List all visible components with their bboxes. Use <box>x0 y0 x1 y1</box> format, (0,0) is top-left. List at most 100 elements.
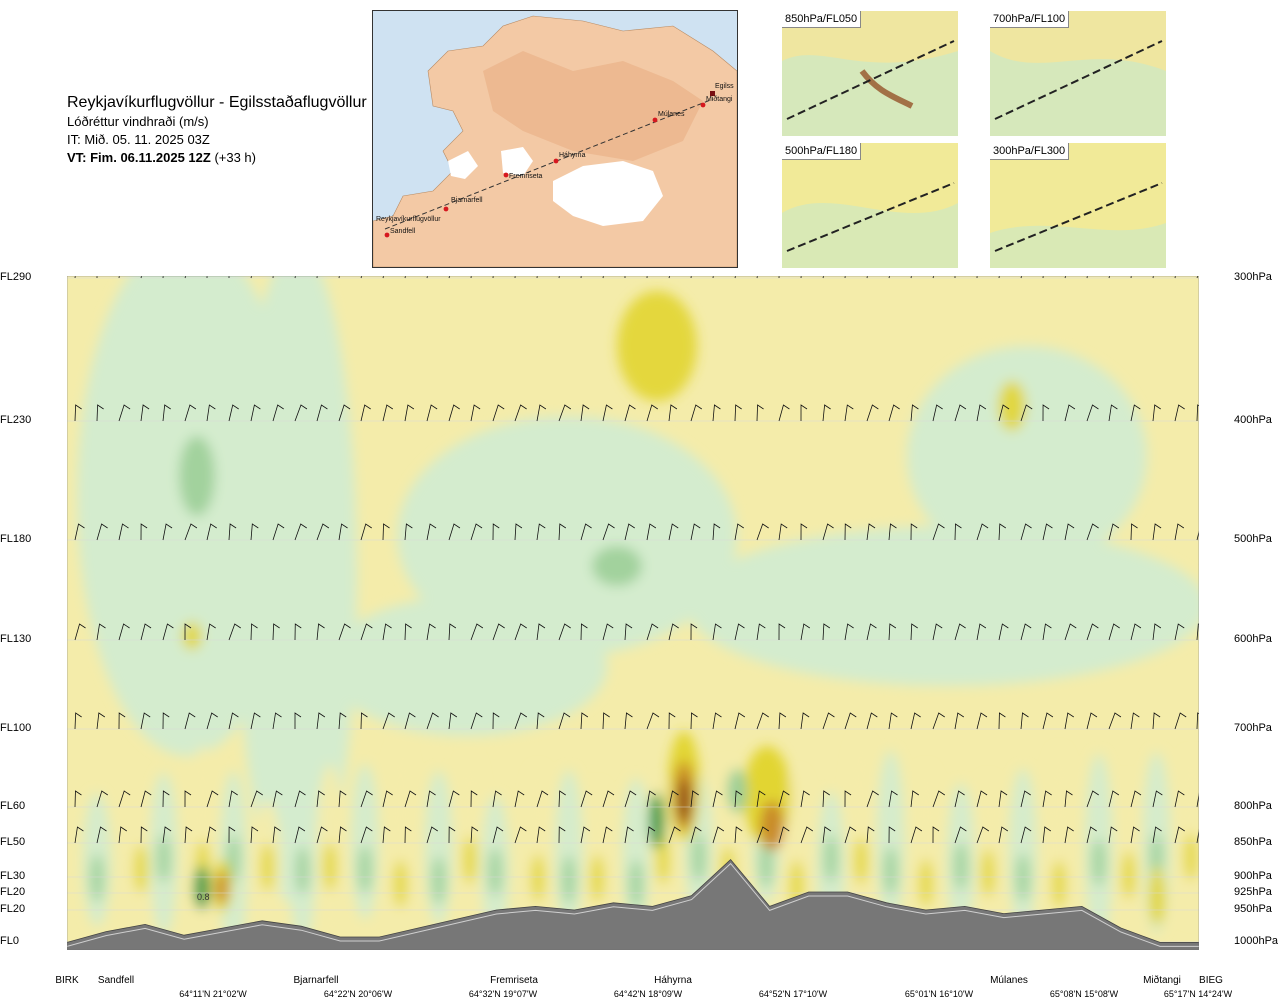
wind-barb <box>778 712 787 730</box>
wind-barb <box>338 523 348 541</box>
field-contour <box>1184 832 1199 881</box>
map-label-mulanes: Múlanes <box>658 111 685 118</box>
wind-barb <box>646 826 656 844</box>
wind-barb <box>360 623 373 641</box>
wind-barb <box>74 623 86 641</box>
wind-barb <box>866 523 876 541</box>
wind-barb <box>1086 623 1099 641</box>
wind-barb <box>1064 712 1074 730</box>
field-contour <box>907 346 1147 566</box>
wind-barb <box>272 623 280 641</box>
route-map-svg: Reykjavíkurflugvöllur Sandfell Bjarnarfe… <box>373 15 737 267</box>
wind-barb <box>404 790 417 808</box>
wind-barb <box>536 623 546 641</box>
wind-barb <box>822 790 830 808</box>
wind-barb <box>822 623 831 641</box>
field-contour <box>1091 838 1106 887</box>
wind-barb <box>272 712 282 730</box>
wind-barb <box>822 404 831 422</box>
thumbnail-300[interactable]: 300hPa/FL300 <box>990 143 1166 268</box>
thumbnail-500-label: 500hPa/FL180 <box>782 143 862 160</box>
route-map[interactable]: Reykjavíkurflugvöllur Sandfell Bjarnarfe… <box>372 10 738 268</box>
wind-barb <box>888 826 896 844</box>
wind-barb <box>536 404 547 422</box>
wind-barb <box>316 826 328 844</box>
wind-barb <box>492 623 505 641</box>
wind-barb <box>1042 790 1052 808</box>
wind-barb <box>844 404 854 422</box>
wind-barb <box>250 790 263 808</box>
wind-barb <box>1064 790 1073 808</box>
wind-barb <box>712 790 723 808</box>
wind-barb <box>910 790 920 808</box>
coordinate-label: 64°42'N 18°09'W <box>613 989 683 999</box>
coordinate-label: 65°01'N 16°10'W <box>904 989 974 999</box>
wind-barb <box>74 712 82 730</box>
wind-barb <box>1152 826 1162 844</box>
wind-barb <box>184 826 193 844</box>
wind-barb <box>162 790 170 808</box>
thumbnail-700[interactable]: 700hPa/FL100 <box>990 11 1166 136</box>
field-contour <box>260 843 275 892</box>
field-contour <box>357 845 372 894</box>
field-label: Lóðréttur vindhraði (m/s) <box>67 114 209 129</box>
wind-barb <box>800 523 808 541</box>
map-label-sandfell: Sandfell <box>390 228 416 235</box>
waypoint-label: Háhyrna <box>654 975 692 986</box>
wind-barb <box>118 523 129 541</box>
wind-barb <box>250 404 261 422</box>
wind-barb <box>1130 623 1142 641</box>
ground-line <box>67 862 1199 947</box>
point-value-label: 0.8 <box>197 892 210 902</box>
wind-barb <box>316 790 325 808</box>
wind-barb <box>448 623 457 641</box>
wind-barb <box>558 790 566 808</box>
wind-barb <box>184 404 197 422</box>
wind-barb <box>668 790 679 808</box>
waypoint-label: Miðtangi <box>1143 975 1181 986</box>
wind-barb <box>228 404 239 422</box>
wind-barb <box>558 623 571 641</box>
wind-barb <box>492 790 502 808</box>
wind-barb <box>932 523 945 541</box>
wind-barb <box>1042 623 1052 641</box>
thumbnail-500[interactable]: 500hPa/FL180 <box>782 143 958 268</box>
field-contour <box>554 769 583 935</box>
left-axis-label: FL60 <box>0 800 26 812</box>
wind-barb <box>118 826 127 844</box>
coordinate-label: 64°52'N 17°10'W <box>758 989 828 999</box>
wind-barb <box>1196 404 1199 422</box>
field-contour <box>1149 866 1165 926</box>
waypoint-label: Fremriseta <box>490 975 538 986</box>
wind-barb <box>712 523 721 541</box>
wind-barb <box>338 712 347 730</box>
wind-barb <box>558 523 567 541</box>
wind-barb <box>514 826 527 844</box>
wind-barb <box>1108 712 1122 730</box>
wind-barb <box>1086 790 1099 808</box>
wind-barb <box>602 523 615 541</box>
wind-barb <box>844 790 852 808</box>
wind-barb <box>932 790 946 808</box>
wind-barb <box>1174 826 1185 844</box>
wind-barb <box>184 712 196 730</box>
wind-barb <box>140 712 151 730</box>
wind-barb <box>954 826 967 844</box>
thumbnail-850[interactable]: 850hPa/FL050 <box>782 11 958 136</box>
wind-barb <box>96 623 106 641</box>
wind-barb <box>184 623 192 641</box>
wind-barb <box>602 790 615 808</box>
wind-barb <box>250 623 258 641</box>
field-contour <box>424 770 453 926</box>
thumbnail-700-label: 700hPa/FL100 <box>990 11 1070 28</box>
wind-barb <box>624 623 633 641</box>
wind-barb <box>1064 826 1074 844</box>
wind-barb <box>272 790 283 808</box>
wind-barb <box>910 623 918 641</box>
wind-barb <box>294 404 308 422</box>
wind-barb <box>888 712 898 730</box>
wind-barb <box>734 404 742 422</box>
wind-barb <box>448 712 458 730</box>
wind-barb <box>404 404 415 422</box>
wind-barb <box>1108 826 1118 844</box>
